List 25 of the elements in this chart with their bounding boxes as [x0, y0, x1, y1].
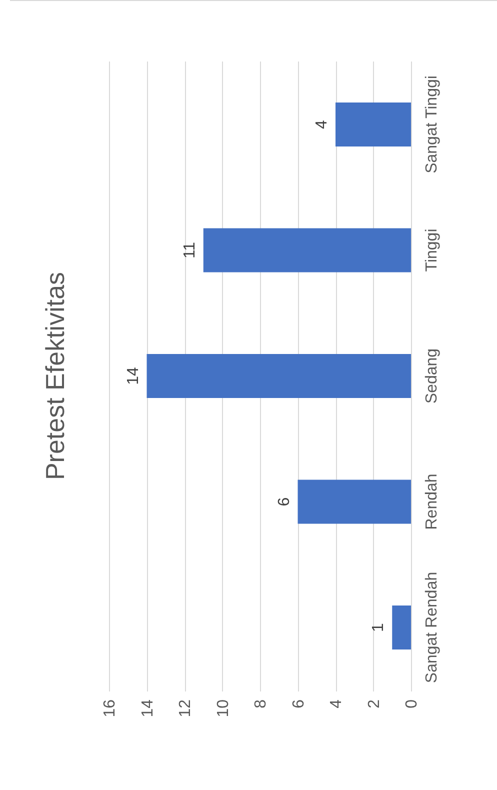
data-label: 1 [370, 622, 388, 632]
bar [336, 102, 411, 147]
y-tick-label: Sangat Tinggi [424, 76, 440, 174]
data-label: 6 [276, 497, 293, 506]
x-tick-label: 16 [102, 699, 118, 718]
y-tick-label: Sangat Rendah [424, 572, 440, 684]
y-tick-label: Tinggi [424, 228, 440, 272]
data-label: 11 [181, 242, 198, 259]
bar [298, 480, 411, 524]
bar [203, 228, 411, 272]
x-tick-label: 2 [366, 699, 383, 708]
data-label: 4 [314, 120, 330, 129]
text: Pretest Efektivitas [40, 272, 70, 480]
x-tick-label: 6 [290, 699, 308, 708]
x-tick-label: 14 [139, 699, 156, 718]
bar [146, 354, 411, 398]
x-tick-label: 0 [404, 699, 420, 708]
x-tick-label: 10 [214, 699, 232, 718]
x-tick-label: 12 [177, 699, 194, 718]
bar [392, 605, 411, 650]
y-tick-label: Sedang [424, 348, 440, 404]
y-tick-label: Rendah [424, 474, 440, 530]
x-tick-label: 8 [252, 699, 270, 708]
x-tick-label: 4 [328, 699, 345, 708]
data-label: 14 [124, 367, 142, 385]
